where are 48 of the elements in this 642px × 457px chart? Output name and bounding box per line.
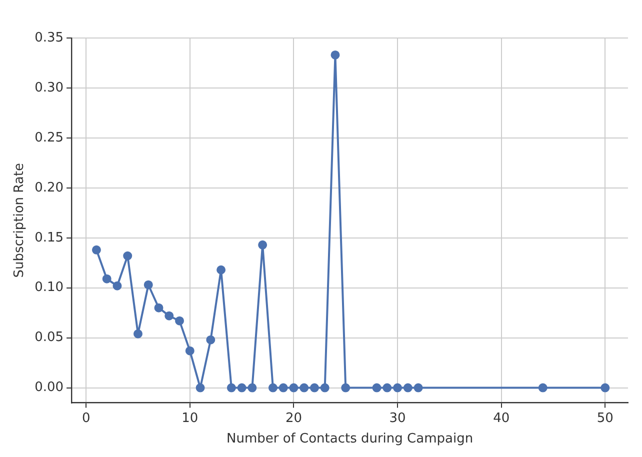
point (123, 251, 132, 260)
point (102, 274, 112, 284)
point (600, 383, 610, 392)
x-axis-title: Number of Contacts during Campaign (226, 432, 474, 447)
point (133, 329, 142, 338)
point (403, 383, 412, 392)
point (393, 383, 402, 392)
point (196, 383, 205, 392)
y-tick-label: 0.10 (34, 280, 64, 296)
y-tick-label: 0.15 (34, 230, 64, 246)
y-tick-label: 0.00 (34, 380, 64, 396)
point (310, 383, 319, 392)
point (330, 50, 340, 60)
y-tick-label: 0.05 (34, 330, 64, 346)
point (154, 303, 164, 312)
point (414, 383, 423, 392)
point (206, 335, 216, 344)
x-tick-label: 30 (389, 410, 406, 426)
point (112, 281, 122, 290)
point (226, 383, 236, 392)
x-tick-label: 50 (596, 410, 614, 426)
y-tick-label: 0.35 (34, 30, 64, 46)
point (237, 383, 246, 392)
point (144, 280, 153, 290)
point (268, 383, 278, 392)
y-tick-label: 0.30 (34, 80, 64, 96)
point (278, 383, 288, 392)
point (185, 346, 194, 356)
point (289, 383, 298, 392)
x-tick-label: 20 (285, 410, 302, 426)
point (382, 383, 392, 392)
y-tick-label: 0.25 (34, 130, 64, 146)
x-tick-label: 0 (82, 410, 90, 426)
y-tick-label: 0.20 (34, 180, 64, 196)
point (175, 316, 184, 326)
point (341, 383, 350, 392)
point (248, 383, 257, 392)
point (92, 245, 101, 254)
point (164, 311, 174, 320)
point (538, 383, 548, 392)
point (372, 383, 382, 392)
point (258, 240, 268, 250)
point (320, 383, 330, 392)
point (216, 265, 226, 274)
x-tick-label: 10 (182, 410, 198, 426)
y-axis-title: Subscription Rate (12, 163, 28, 278)
point (300, 383, 309, 392)
x-tick-label: 40 (493, 410, 510, 426)
